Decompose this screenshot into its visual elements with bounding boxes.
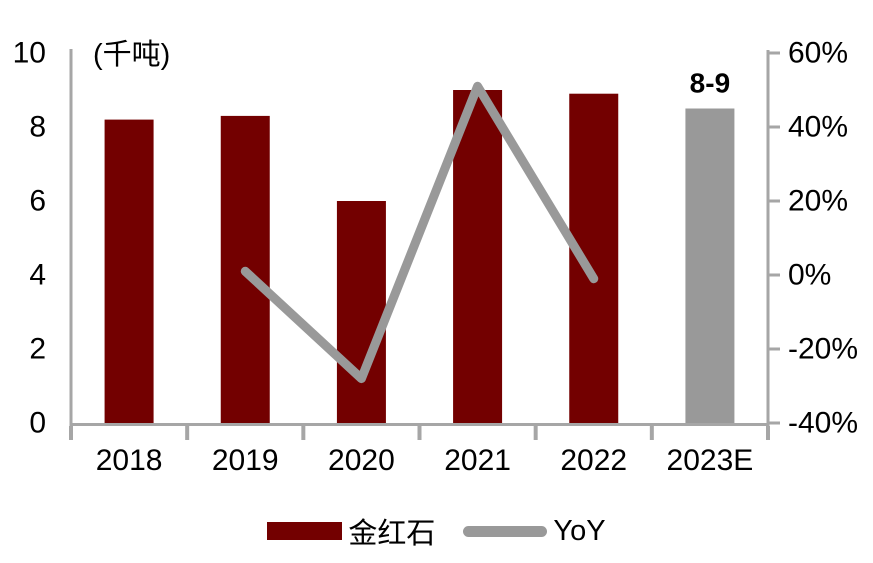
right-axis-tick-label: -20% <box>788 333 858 366</box>
legend-item-rutile: 金红石 <box>267 510 435 552</box>
estimate-value-label: 8-9 <box>690 68 730 99</box>
bar-2018 <box>104 119 154 425</box>
bar-2023E <box>685 108 735 425</box>
right-axis-tick-label: 60% <box>788 37 848 70</box>
x-axis-label-2023E: 2023E <box>667 444 754 477</box>
yoy-line <box>240 81 599 384</box>
x-axis-label-2019: 2019 <box>212 444 279 477</box>
right-axis-tick-label: 40% <box>788 111 848 144</box>
left-axis-tick-label: 6 <box>29 185 46 218</box>
right-axis-tick-label: -40% <box>788 407 858 440</box>
left-axis-tick-label: 10 <box>13 37 46 70</box>
legend-label-rutile: 金红石 <box>348 518 436 550</box>
legend-swatch-yoy-icon <box>463 525 548 537</box>
left-axis-tick-label: 0 <box>29 407 46 440</box>
x-axis-label-2018: 2018 <box>96 444 163 477</box>
left-axis-unit-label: (千吨) <box>93 39 171 71</box>
legend-swatch-rutile-icon <box>267 522 343 540</box>
right-axis-tick-label: 20% <box>788 185 848 218</box>
x-axis-label-2020: 2020 <box>328 444 395 477</box>
legend-label-yoy: YoY <box>553 514 606 547</box>
x-axis-label-2021: 2021 <box>444 444 511 477</box>
bar-2021 <box>453 90 503 425</box>
bar-2020 <box>336 201 386 425</box>
right-axis-tick-label: 0% <box>788 259 831 292</box>
left-axis-tick-label: 4 <box>29 259 46 292</box>
x-axis-label-2022: 2022 <box>560 444 627 477</box>
left-axis-tick-label: 8 <box>29 111 46 144</box>
legend: 金红石 YoY <box>0 510 873 552</box>
bar-2022 <box>569 93 619 425</box>
left-axis-tick-label: 2 <box>29 333 46 366</box>
legend-item-yoy: YoY <box>463 514 606 548</box>
